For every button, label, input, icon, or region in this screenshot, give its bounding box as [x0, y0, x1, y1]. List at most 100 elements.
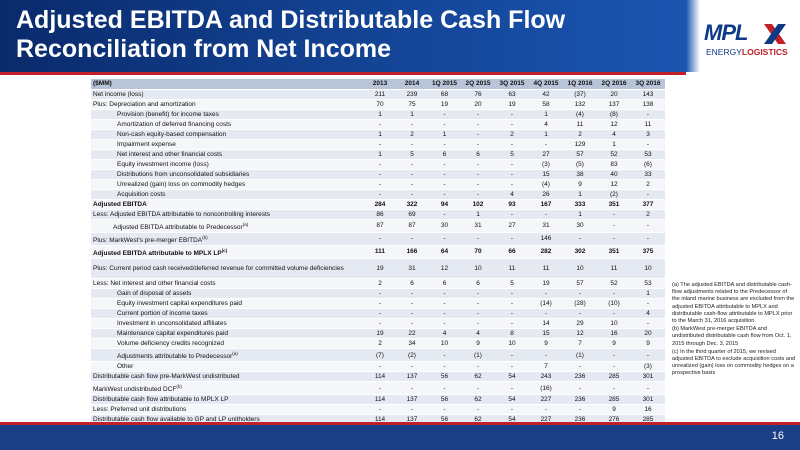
row-value: -	[461, 109, 495, 120]
row-value: 10	[495, 338, 529, 349]
row-value: -	[396, 288, 428, 299]
row-value: 11	[631, 119, 665, 130]
row-value: -	[364, 169, 396, 180]
row-value: 58	[529, 99, 563, 110]
row-value: 12	[428, 258, 461, 279]
row-value: -	[461, 169, 495, 180]
table-row: Adjusted EBITDA attributable to Predeces…	[91, 219, 665, 233]
row-label: Impairment expense	[91, 139, 364, 150]
footnote-reference: (a)	[232, 350, 238, 356]
row-value: 333	[563, 199, 597, 210]
row-value: 301	[631, 371, 665, 383]
row-value: -	[631, 139, 665, 150]
row-label-text: Maintenance capital expenditures paid	[117, 329, 228, 337]
row-value: 2	[631, 179, 665, 190]
row-value: 3	[631, 129, 665, 140]
row-label-text: Plus: Depreciation and amortization	[93, 100, 196, 108]
row-label-text: Distributable cash flow attributable to …	[93, 396, 229, 404]
table-row: Adjusted EBITDA 284 322 94 102 93 167 333 351 377	[91, 199, 665, 210]
row-value: -	[563, 308, 597, 319]
row-value: (4)	[529, 179, 563, 190]
row-label-text: Unrealized (gain) loss on commodity hedg…	[117, 180, 246, 188]
row-label: Volume deficiency credits recognized	[91, 338, 364, 349]
row-value: 302	[563, 245, 597, 259]
row-value: 239	[396, 89, 428, 100]
row-value: -	[428, 169, 461, 180]
row-label: Distributable cash flow pre-MarkWest und…	[91, 371, 364, 383]
table-row: Equity investment income (loss) - - - - - (3)(…	[91, 159, 665, 170]
row-value: -	[428, 139, 461, 150]
row-value: -	[597, 308, 631, 319]
row-label-text: Equity investment income (loss)	[117, 160, 209, 168]
row-value: 1	[396, 109, 428, 120]
row-value: 30	[563, 219, 597, 233]
row-value: 132	[563, 99, 597, 110]
row-value: 138	[631, 99, 665, 110]
row-label: Distributions from unconsolidated subsid…	[91, 169, 364, 180]
row-value: 4	[428, 328, 461, 339]
row-value: 54	[495, 371, 529, 383]
row-value: (7)	[364, 348, 396, 363]
row-value: 4	[631, 308, 665, 319]
row-value: -	[631, 189, 665, 200]
row-value: 1	[631, 288, 665, 299]
row-value: 62	[461, 394, 495, 406]
row-value: 4	[461, 328, 495, 339]
row-value: 227	[529, 394, 563, 406]
row-value: -	[396, 159, 428, 170]
row-label-text: Non-cash equity-based compensation	[117, 130, 227, 138]
row-value: -	[495, 348, 529, 363]
row-value: 10	[428, 338, 461, 349]
row-value: 6	[461, 149, 495, 160]
row-value: 7	[563, 338, 597, 349]
row-value: -	[461, 119, 495, 130]
row-value: -	[364, 288, 396, 299]
row-value: -	[529, 209, 563, 220]
reconciliation-table: ($MM) 2013 2014 1Q 2015 2Q 2015 3Q 2015 4Q 201…	[91, 79, 665, 426]
row-label-text: Acquisition costs	[117, 190, 166, 198]
header-blue-band	[0, 0, 686, 72]
row-value: -	[495, 308, 529, 319]
column-header: 2013	[364, 79, 396, 90]
row-value: -	[597, 381, 631, 396]
row-value: 14	[529, 318, 563, 329]
row-value: 27	[495, 219, 529, 233]
row-label: Distributable cash flow attributable to …	[91, 394, 364, 406]
row-value: -	[597, 348, 631, 363]
row-value: 15	[529, 169, 563, 180]
row-value: -	[364, 361, 396, 373]
row-value: -	[563, 381, 597, 396]
footnote-c: (c) In the third quarter of 2015, we rev…	[672, 348, 796, 377]
row-value: 8	[495, 328, 529, 339]
row-value: -	[396, 189, 428, 200]
column-header: 1Q 2015	[428, 79, 461, 90]
row-value: 6	[461, 278, 495, 289]
row-value: 1	[563, 189, 597, 200]
row-label-text: Adjustments attributable to Predecessor	[117, 353, 233, 361]
row-value: -	[428, 318, 461, 329]
row-value: 1	[364, 129, 396, 140]
header-blue-fade	[686, 0, 700, 72]
row-value: 284	[364, 199, 396, 210]
row-value: 75	[396, 99, 428, 110]
row-value: 19	[364, 258, 396, 279]
row-label-text: Net income (loss)	[93, 90, 144, 98]
row-value: 16	[597, 328, 631, 339]
row-value: 211	[364, 89, 396, 100]
row-value: -	[428, 288, 461, 299]
row-value: 236	[563, 394, 597, 406]
row-value: 76	[461, 89, 495, 100]
logo-tagline: ENERGYLOGISTICS	[706, 47, 788, 57]
row-value: -	[495, 288, 529, 299]
logo-wordmark: MPL	[704, 20, 748, 45]
table-row: Investment in unconsolidated affiliates -…	[91, 318, 665, 329]
table-row: Less: Net interest and other financial c…	[91, 278, 665, 289]
row-value: 167	[529, 199, 563, 210]
row-value: -	[563, 232, 597, 246]
row-value: 5	[396, 149, 428, 160]
row-value: 56	[428, 394, 461, 406]
row-value: 4	[597, 129, 631, 140]
row-value: 93	[495, 199, 529, 210]
table-row: Equity investment capital expenditures p…	[91, 298, 665, 309]
row-label: Plus: Depreciation and amortization	[91, 99, 364, 110]
